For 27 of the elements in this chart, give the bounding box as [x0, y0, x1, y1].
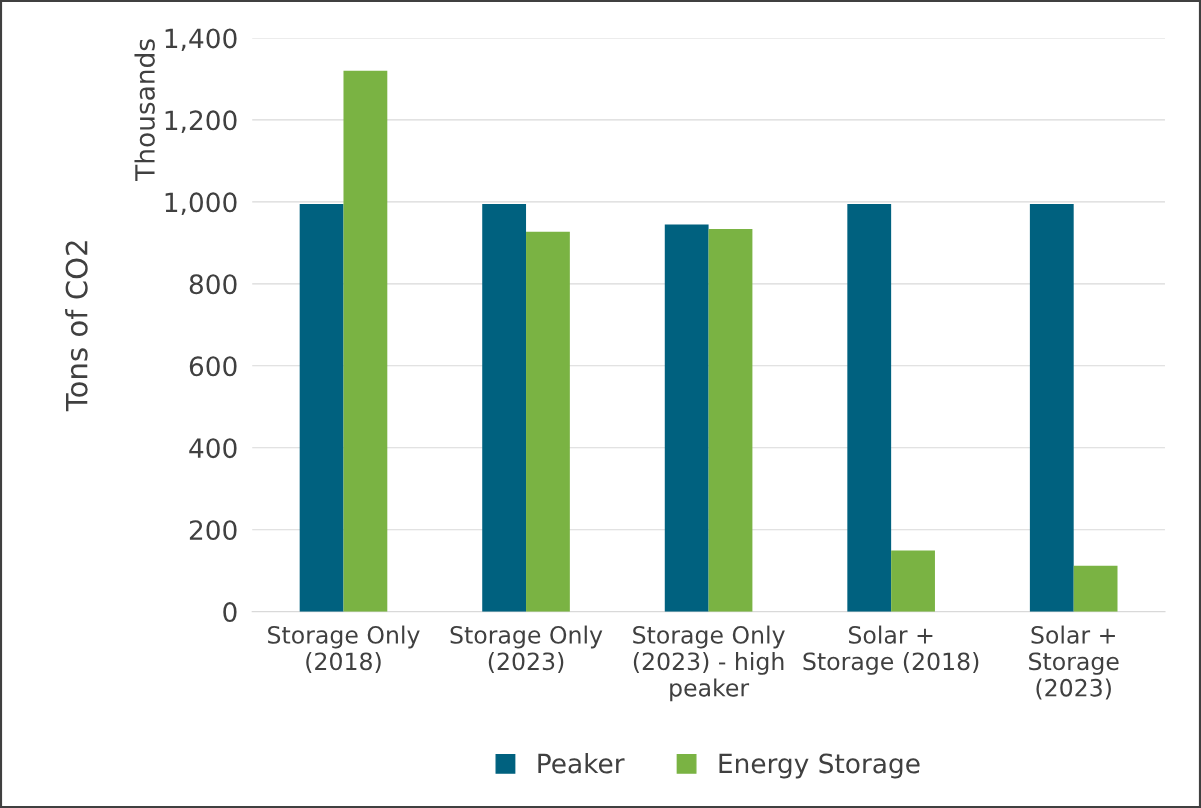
y-axis-title: Tons of CO2: [65, 241, 88, 412]
bar: [526, 231, 570, 612]
bar: [482, 203, 527, 612]
x-tick-label: Storage Only (2023) - high peaker: [633, 625, 785, 702]
y-tick-label: 1,200: [165, 110, 237, 134]
bar: [1073, 565, 1118, 612]
bar: [343, 70, 388, 612]
y-tick-label: 200: [189, 520, 237, 541]
bar: [847, 203, 892, 612]
bar: [708, 228, 753, 612]
x-tick-label: Solar + Storage (2018): [803, 625, 979, 675]
bar: [1029, 203, 1074, 612]
bar: [664, 224, 709, 612]
y-tick-label: 800: [189, 274, 237, 295]
y-tick-label: 400: [189, 438, 237, 459]
y-tick-label: 1,000: [165, 192, 237, 215]
legend-label: Peaker: [538, 753, 625, 774]
y-tick-label: 1,400: [165, 28, 237, 52]
text: Thousands: [134, 39, 155, 181]
bar: [891, 550, 935, 612]
x-tick-label: Storage Only (2018): [268, 625, 420, 674]
bar: [299, 203, 344, 612]
x-tick-label: Solar + Storage (2023): [1029, 625, 1119, 700]
y-tick-label: 600: [189, 356, 237, 377]
x-tick-label: Storage Only (2023): [450, 625, 603, 674]
y-tick-label: 0: [223, 602, 237, 623]
legend-label: Energy Storage: [719, 753, 920, 779]
